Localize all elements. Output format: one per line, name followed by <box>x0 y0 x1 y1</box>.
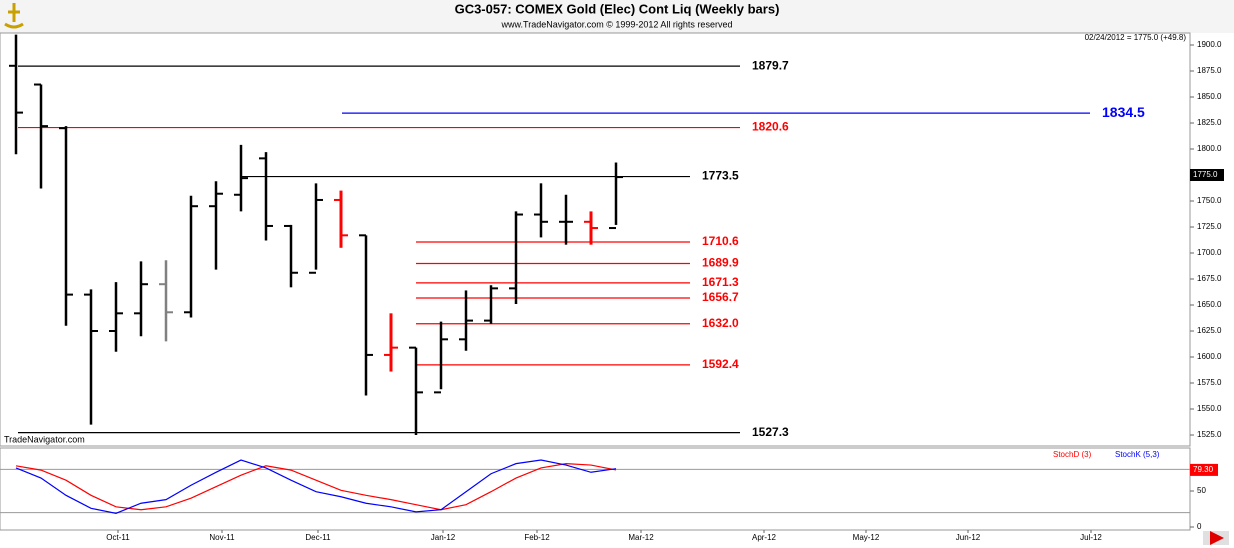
level-label: 1671.3 <box>702 275 739 289</box>
y-tick-label: 1625.0 <box>1197 326 1222 335</box>
x-tick-label: May-12 <box>853 533 880 542</box>
watermark: TradeNavigator.com <box>4 434 85 444</box>
y-tick-label: 1675.0 <box>1197 274 1222 283</box>
arrow-icon[interactable] <box>1210 531 1224 545</box>
legend-entry: StochD (3) <box>1053 450 1092 459</box>
current-price-label: 1775.0 <box>1193 170 1218 179</box>
x-tick-label: Oct-11 <box>106 533 130 542</box>
x-tick-label: Feb-12 <box>524 533 550 542</box>
line <box>15 463 617 511</box>
level-label: 1592.4 <box>702 357 739 371</box>
legend-entry: StochK (5,3) <box>1115 450 1160 459</box>
line <box>15 459 617 514</box>
current-value-label: 79.30 <box>1193 465 1214 474</box>
level-label: 1820.6 <box>752 120 789 134</box>
y-tick-label: 1600.0 <box>1197 352 1222 361</box>
y-tick-label: 1800.0 <box>1197 144 1222 153</box>
y-tick-label: 50 <box>1197 486 1206 495</box>
y-tick-label: 1850.0 <box>1197 92 1222 101</box>
current-price-box <box>1190 169 1224 181</box>
level-label: 1834.5 <box>1102 104 1145 120</box>
annotation: 02/24/2012 = 1775.0 (+49.8) <box>1085 33 1187 42</box>
x-tick-label: Jan-12 <box>431 533 456 542</box>
y-tick-label: 1725.0 <box>1197 222 1222 231</box>
y-tick-label: 1875.0 <box>1197 66 1222 75</box>
x-tick-label: Mar-12 <box>628 533 654 542</box>
level-label: 1773.5 <box>702 169 739 183</box>
level-label: 1710.6 <box>702 234 739 248</box>
x-tick-label: Jun-12 <box>956 533 981 542</box>
x-tick-label: Dec-11 <box>305 533 331 542</box>
y-tick-label: 1575.0 <box>1197 378 1222 387</box>
y-tick-label: 1525.0 <box>1197 430 1222 439</box>
level-label: 1527.3 <box>752 425 789 439</box>
x-tick-label: Apr-12 <box>752 533 777 542</box>
logo-icon[interactable] <box>4 3 24 29</box>
level-label: 1689.9 <box>702 256 739 270</box>
plot-frame <box>0 32 1191 447</box>
y-tick-label: 1650.0 <box>1197 300 1222 309</box>
y-tick-label: 1700.0 <box>1197 248 1222 257</box>
y-tick-label: 1900.0 <box>1197 40 1222 49</box>
level-label: 1879.7 <box>752 58 789 72</box>
level-label: 1632.0 <box>702 316 739 330</box>
y-tick-label: 1750.0 <box>1197 196 1222 205</box>
chart-subtitle: www.TradeNavigator.com © 1999-2012 All r… <box>501 19 733 29</box>
x-tick-label: Nov-11 <box>209 533 235 542</box>
header <box>0 0 1234 33</box>
y-tick-label: 0 <box>1197 522 1202 531</box>
scroll-arrow[interactable] <box>1203 531 1229 545</box>
chart-title: GC3-057: COMEX Gold (Elec) Cont Liq (Wee… <box>455 1 780 16</box>
current-value-box <box>1190 463 1218 476</box>
panel-frame <box>0 447 1191 531</box>
y-tick-label: 1550.0 <box>1197 404 1222 413</box>
anchor[interactable] <box>4 3 24 29</box>
x-tick-label: Jul-12 <box>1080 533 1102 542</box>
level-label: 1656.7 <box>702 290 739 304</box>
y-tick-label: 1825.0 <box>1197 118 1222 127</box>
